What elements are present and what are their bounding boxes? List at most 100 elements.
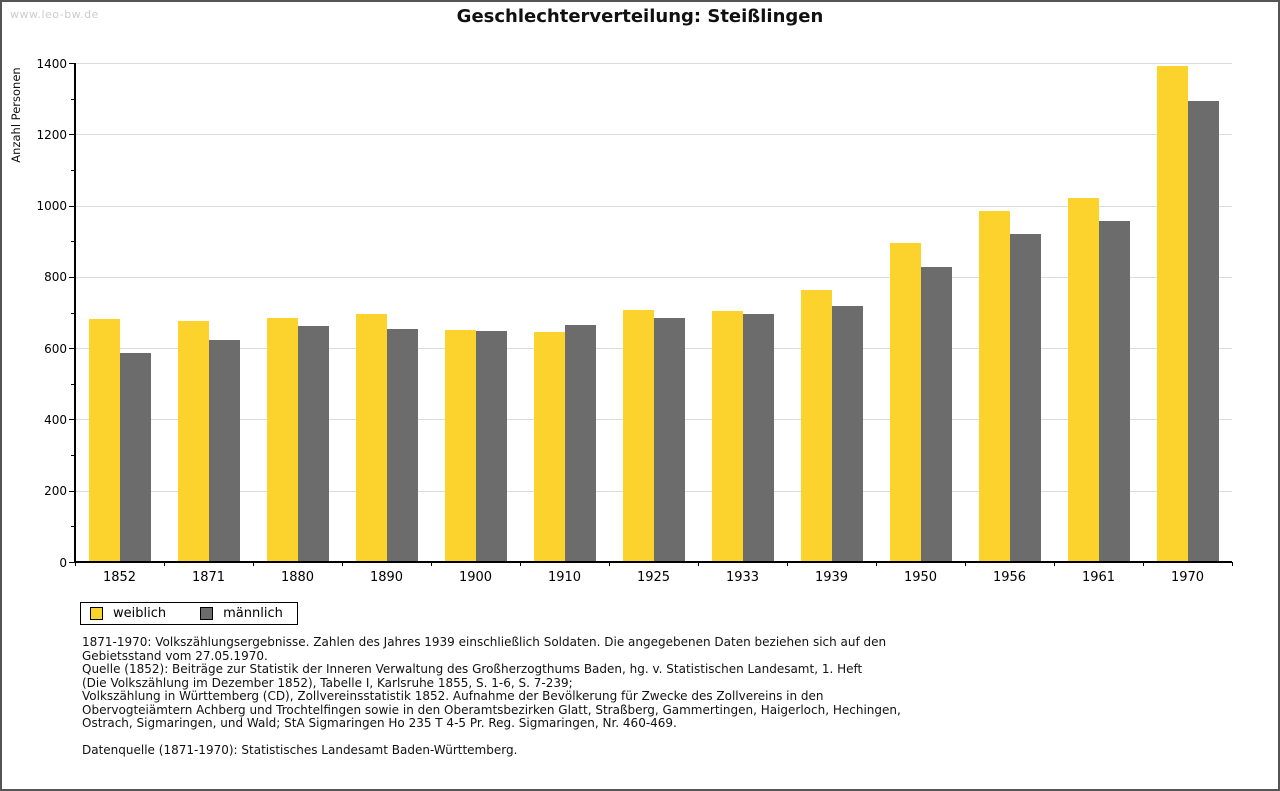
x-tick-12 (1143, 562, 1144, 566)
y-major-tick-600 (69, 348, 75, 350)
legend-swatch-weiblich (90, 607, 103, 620)
y-major-tick-1200 (69, 134, 75, 136)
y-major-tick-1000 (69, 205, 75, 207)
y-axis-line (74, 63, 76, 562)
footnote-line-4: (Die Volkszählung im Dezember 1852), Tab… (82, 675, 573, 690)
y-tick-label-1400: 1400 (36, 56, 67, 71)
x-axis-line (74, 561, 1232, 563)
y-minor-tick-700 (71, 312, 75, 314)
legend-item-männlich: männlich (200, 606, 283, 621)
x-tick-10 (965, 562, 966, 566)
bar-weiblich-1950 (889, 242, 921, 562)
bar-männlich-1900 (475, 330, 507, 562)
x-tick-3 (342, 562, 343, 566)
bar-männlich-1933 (742, 314, 774, 562)
gridline-1400 (75, 63, 1232, 64)
x-tick-label-1852: 1852 (102, 570, 137, 585)
datasource-line: Datenquelle (1871-1970): Statistisches L… (82, 743, 518, 757)
x-tick-7 (698, 562, 699, 566)
bar-weiblich-1910 (533, 332, 565, 562)
bar-männlich-1961 (1098, 220, 1130, 562)
x-tick-9 (876, 562, 877, 566)
footnote-line-3: Quelle (1852): Beiträge zur Statistik de… (82, 662, 863, 676)
footnote-line-7: Ostrach, Sigmaringen, und Wald; StA Sigm… (82, 716, 677, 730)
bar-weiblich-1961 (1067, 197, 1099, 562)
bar-männlich-1956 (1009, 234, 1041, 562)
legend: weiblich männlich (80, 602, 298, 625)
y-major-tick-0 (69, 562, 75, 563)
y-minor-tick-1100 (71, 169, 75, 171)
bar-weiblich-1900 (444, 329, 476, 562)
gridline-800 (75, 276, 1232, 278)
footnote-line-5: Volkszählung in Württemberg (CD), Zollve… (82, 689, 824, 703)
x-tick-label-1910: 1910 (547, 570, 582, 585)
footnote-line-6: Obervogteiämtern Achberg und Trochtelfin… (82, 702, 901, 717)
x-tick-label-1880: 1880 (280, 570, 315, 585)
y-minor-tick-500 (71, 383, 75, 385)
y-tick-label-800: 800 (44, 270, 67, 285)
x-tick-label-1956: 1956 (992, 570, 1027, 585)
x-tick-13 (1232, 562, 1233, 566)
x-tick-6 (609, 562, 610, 566)
x-tick-label-1890: 1890 (369, 570, 404, 585)
y-minor-tick-900 (71, 241, 75, 243)
y-tick-label-0: 0 (59, 555, 67, 570)
bar-männlich-1950 (920, 266, 952, 562)
y-tick-label-600: 600 (44, 341, 67, 356)
y-tick-label-1000: 1000 (36, 199, 67, 214)
bar-weiblich-1852 (88, 318, 120, 562)
bar-weiblich-1933 (711, 311, 743, 562)
y-tick-label-200: 200 (44, 484, 67, 499)
bar-weiblich-1939 (800, 290, 832, 562)
y-tick-label-1200: 1200 (36, 127, 67, 142)
bar-weiblich-1880 (266, 318, 298, 562)
bar-männlich-1871 (208, 339, 240, 562)
y-minor-tick-1300 (71, 98, 75, 100)
x-tick-label-1950: 1950 (903, 570, 938, 585)
y-minor-tick-100 (71, 526, 75, 528)
x-tick-label-1925: 1925 (636, 570, 671, 585)
footnote-line-2: Gebietsstand vom 27.05.1970. (82, 648, 268, 663)
bar-männlich-1910 (564, 324, 596, 562)
bar-weiblich-1956 (978, 210, 1010, 562)
gridline-1000 (75, 205, 1232, 207)
bar-männlich-1925 (653, 318, 685, 562)
bar-weiblich-1871 (177, 321, 209, 562)
x-tick-label-1939: 1939 (814, 570, 849, 585)
x-tick-5 (520, 562, 521, 566)
legend-label-männlich: männlich (223, 606, 283, 621)
y-major-tick-1400 (69, 63, 75, 64)
x-tick-label-1933: 1933 (725, 570, 760, 585)
x-tick-label-1871: 1871 (191, 570, 226, 585)
y-major-tick-400 (69, 419, 75, 421)
bar-männlich-1939 (831, 306, 863, 562)
x-tick-2 (253, 562, 254, 566)
bar-männlich-1852 (119, 353, 151, 562)
bar-weiblich-1890 (355, 314, 387, 562)
x-tick-8 (787, 562, 788, 566)
x-tick-label-1970: 1970 (1170, 570, 1205, 585)
bar-männlich-1880 (297, 325, 329, 562)
x-tick-4 (431, 562, 432, 566)
bar-männlich-1970 (1187, 100, 1219, 562)
x-tick-label-1961: 1961 (1081, 570, 1116, 585)
bar-männlich-1890 (386, 328, 418, 562)
watermark: www.leo-bw.de (10, 8, 99, 21)
legend-item-weiblich: weiblich (90, 606, 166, 621)
y-major-tick-200 (69, 490, 75, 492)
footnote-line-1: 1871-1970: Volkszählungsergebnisse. Zahl… (82, 635, 887, 649)
legend-swatch-männlich (200, 607, 214, 620)
footnotes: 1871-1970: Volkszählungsergebnisse. Zahl… (82, 635, 901, 731)
y-major-tick-800 (69, 276, 75, 278)
legend-label-weiblich: weiblich (113, 606, 167, 621)
x-tick-label-1900: 1900 (458, 570, 493, 585)
x-tick-11 (1054, 562, 1055, 566)
x-tick-0 (75, 562, 76, 566)
bar-weiblich-1925 (622, 310, 654, 562)
y-minor-tick-300 (71, 455, 75, 457)
bar-weiblich-1970 (1156, 66, 1188, 562)
y-tick-label-400: 400 (44, 412, 67, 427)
x-tick-1 (164, 562, 165, 566)
